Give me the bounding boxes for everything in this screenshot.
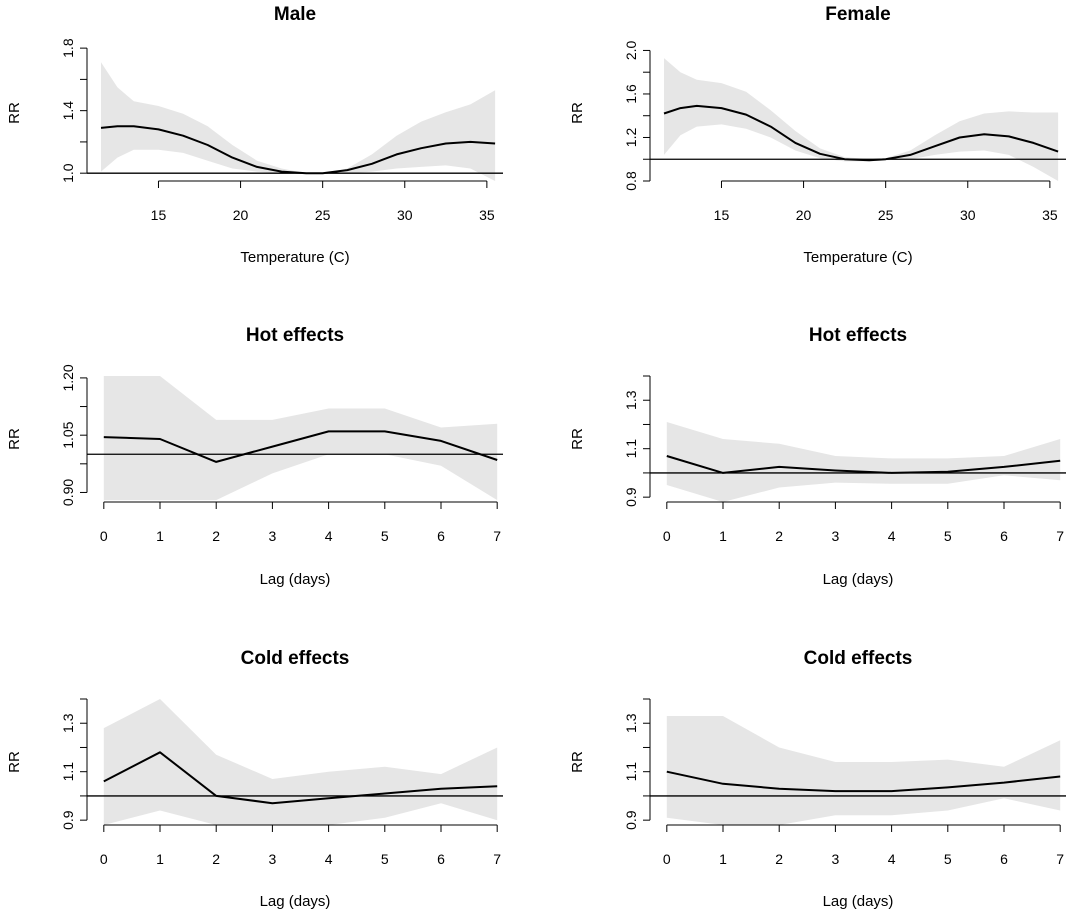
x-tick-label: 0 — [663, 851, 671, 867]
y-tick-label: 1.8 — [60, 38, 76, 58]
x-tick-label: 1 — [719, 851, 727, 867]
y-axis-label: RR — [569, 428, 586, 450]
x-tick-label: 4 — [888, 528, 896, 544]
x-tick-label: 15 — [714, 207, 730, 223]
x-axis-label: Lag (days) — [260, 893, 331, 910]
rr-curve — [103, 430, 498, 463]
x-tick-label: 7 — [493, 851, 501, 867]
x-tick-label: 1 — [719, 528, 727, 544]
x-tick-label: 35 — [1042, 207, 1058, 223]
chart-title: Cold effects — [804, 648, 913, 669]
y-tick-label: 1.05 — [60, 421, 76, 448]
x-tick-label: 5 — [381, 851, 389, 867]
x-tick-label: 4 — [888, 851, 896, 867]
y-axis-label: RR — [6, 751, 23, 773]
x-tick-label: 3 — [269, 528, 277, 544]
x-tick-label: 1 — [156, 851, 164, 867]
x-tick-label: 15 — [151, 207, 167, 223]
x-tick-label: 4 — [325, 851, 333, 867]
x-tick-label: 6 — [1000, 851, 1008, 867]
x-tick-label: 2 — [775, 528, 783, 544]
y-tick-label: 0.9 — [60, 810, 76, 830]
x-tick-label: 0 — [663, 528, 671, 544]
x-axis-label: Temperature (C) — [803, 249, 912, 266]
panel-hot-female: 0 1 2 3 4 5 6 7 0.9 1.1 1.3 Hot effects Lag (days) RR — [569, 325, 1066, 588]
y-tick-label: 1.1 — [623, 439, 639, 459]
x-tick-label: 7 — [1056, 528, 1064, 544]
x-tick-label: 5 — [944, 528, 952, 544]
confidence-band — [664, 58, 1059, 181]
y-tick-label: 1.3 — [623, 390, 639, 410]
y-axis-label: RR — [569, 751, 586, 773]
x-tick-label: 3 — [832, 528, 840, 544]
x-tick-label: 20 — [796, 207, 812, 223]
x-axis-label: Lag (days) — [823, 571, 894, 588]
panel-female: 15 20 25 30 35 0.8 1.2 1.6 2.0 Female Temperature … — [569, 4, 1066, 266]
x-tick-label: 6 — [1000, 528, 1008, 544]
chart-title: Female — [825, 4, 890, 25]
panel-male: 15 20 25 30 35 1.0 1.4 1.8 Male Temperature (C) RR — [6, 4, 503, 266]
chart-title: Hot effects — [246, 325, 344, 346]
x-tick-label: 30 — [960, 207, 976, 223]
x-tick-label: 0 — [100, 851, 108, 867]
y-tick-label: 0.90 — [60, 479, 76, 506]
x-tick-label: 7 — [493, 528, 501, 544]
x-tick-label: 30 — [397, 207, 413, 223]
x-tick-label: 3 — [832, 851, 840, 867]
y-tick-label: 1.1 — [623, 762, 639, 782]
y-axis-label: RR — [6, 428, 23, 450]
confidence-band — [666, 716, 1061, 825]
x-tick-label: 35 — [479, 207, 495, 223]
y-axis-label: RR — [569, 102, 586, 124]
y-tick-label: 0.8 — [623, 171, 639, 191]
x-tick-label: 2 — [775, 851, 783, 867]
y-tick-label: 0.9 — [623, 810, 639, 830]
x-axis-label: Lag (days) — [260, 571, 331, 588]
x-tick-label: 3 — [269, 851, 277, 867]
x-tick-label: 6 — [437, 528, 445, 544]
x-tick-label: 25 — [878, 207, 894, 223]
rr-curve — [666, 455, 1061, 474]
x-tick-label: 2 — [212, 528, 220, 544]
x-tick-label: 20 — [233, 207, 249, 223]
y-axis-label: RR — [6, 102, 23, 124]
y-tick-label: 1.6 — [623, 84, 639, 104]
rr-curve — [666, 770, 1061, 793]
x-tick-label: 5 — [381, 528, 389, 544]
x-tick-label: 6 — [437, 851, 445, 867]
x-tick-label: 1 — [156, 528, 164, 544]
x-tick-label: 2 — [212, 851, 220, 867]
x-tick-label: 4 — [325, 528, 333, 544]
y-tick-label: 0.9 — [623, 487, 639, 507]
panel-cold-male: 0 1 2 3 4 5 6 7 0.9 1.1 1.3 Cold effects Lag (days) R… — [6, 648, 503, 910]
y-tick-label: 1.3 — [623, 713, 639, 733]
x-tick-label: 25 — [315, 207, 331, 223]
x-axis-label: Lag (days) — [823, 893, 894, 910]
rr-curve — [100, 125, 496, 175]
y-tick-label: 1.2 — [623, 128, 639, 148]
x-tick-label: 5 — [944, 851, 952, 867]
y-tick-label: 1.20 — [60, 364, 76, 391]
panel-cold-female: 0 1 2 3 4 5 6 7 0.9 1.1 1.3 Cold effects Lag (days) R… — [569, 648, 1066, 910]
y-tick-label: 1.1 — [60, 762, 76, 782]
x-tick-label: 0 — [100, 528, 108, 544]
y-tick-label: 1.3 — [60, 713, 76, 733]
y-tick-label: 2.0 — [623, 40, 639, 60]
y-tick-label: 1.0 — [60, 163, 76, 183]
y-tick-label: 1.4 — [60, 101, 76, 121]
confidence-band — [666, 422, 1061, 502]
panel-hot-male: 0 1 2 3 4 5 6 7 0.90 1.05 1.20 Hot effects Lag (days… — [6, 325, 503, 588]
rr-curve — [103, 751, 498, 805]
x-axis-label: Temperature (C) — [240, 249, 349, 266]
confidence-band — [101, 62, 496, 182]
chart-title: Male — [274, 4, 316, 25]
x-tick-label: 7 — [1056, 851, 1064, 867]
rr-curve — [663, 104, 1059, 162]
confidence-band — [103, 699, 498, 825]
chart-title: Hot effects — [809, 325, 907, 346]
chart-title: Cold effects — [241, 648, 350, 669]
